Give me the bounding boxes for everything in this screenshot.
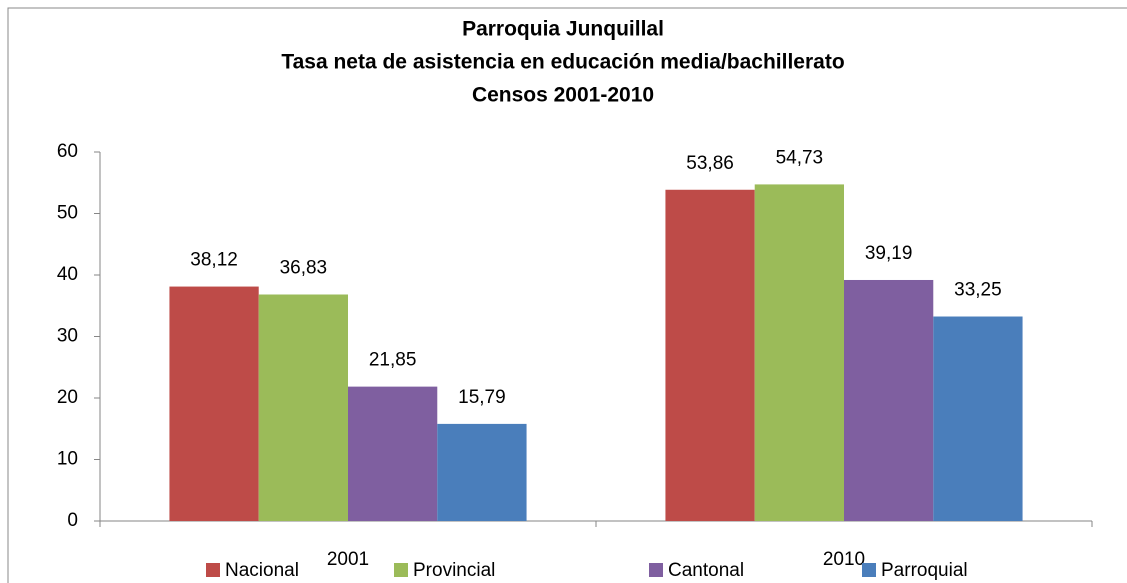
bar [348, 386, 438, 521]
chart-border [7, 7, 1127, 583]
legend-swatch [394, 563, 408, 577]
y-tick-label: 60 [57, 141, 78, 162]
x-tick-label: 2010 [823, 549, 865, 570]
bar [754, 184, 844, 521]
value-label: 21,85 [369, 350, 417, 371]
x-tick-label: 2001 [327, 549, 369, 570]
chart-title: Parroquia Junquillal [462, 18, 664, 41]
value-label: 33,25 [954, 280, 1002, 301]
y-tick-label: 20 [57, 387, 78, 408]
legend-label: Parroquial [881, 560, 968, 581]
y-tick-label: 30 [57, 326, 78, 347]
bar [169, 286, 259, 521]
y-tick-label: 0 [67, 510, 78, 531]
value-label: 53,86 [686, 153, 734, 174]
bar [258, 294, 348, 521]
y-tick-label: 50 [57, 203, 78, 224]
chart-title: Tasa neta de asistencia en educación med… [281, 51, 844, 74]
legend-label: Cantonal [668, 560, 744, 581]
value-label: 54,73 [776, 147, 824, 168]
legend-swatch [862, 563, 876, 577]
bar [665, 189, 755, 522]
y-tick-label: 40 [57, 264, 78, 285]
legend-swatch [206, 563, 220, 577]
bar [933, 316, 1023, 521]
legend-label: Nacional [225, 560, 299, 581]
bar [437, 423, 527, 521]
legend-label: Provincial [413, 560, 495, 581]
value-label: 15,79 [458, 387, 506, 408]
value-label: 36,83 [280, 258, 328, 279]
chart-title: Censos 2001-2010 [472, 84, 654, 107]
value-label: 38,12 [190, 250, 238, 271]
bar [844, 279, 934, 521]
value-label: 39,19 [865, 243, 913, 264]
y-tick-label: 10 [57, 449, 78, 470]
legend-swatch [649, 563, 663, 577]
